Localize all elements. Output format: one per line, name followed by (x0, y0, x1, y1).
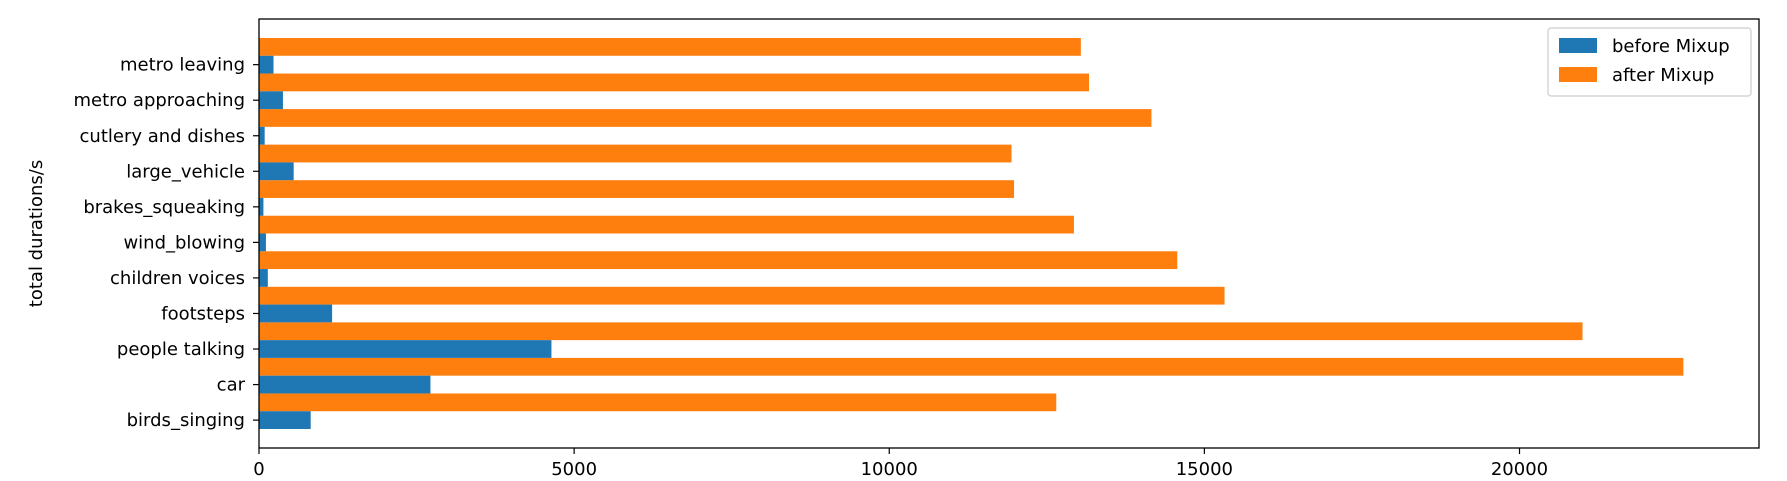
bar-before-mixup-people-talking (259, 340, 552, 358)
bar-after-mixup-people-talking (259, 322, 1583, 341)
plot-frame (258, 18, 1760, 449)
x-tick-label: 5000 (551, 459, 597, 480)
bar-after-mixup-brakes-squeaking (259, 180, 1015, 198)
bar-before-mixup-metro-leaving (259, 55, 274, 74)
legend-label: after Mixup (1612, 65, 1714, 86)
y-tick-label: metro approaching (74, 90, 245, 111)
bar-before-mixup-large-vehicle (259, 162, 294, 181)
y-tick-label: car (217, 375, 246, 396)
bar-after-mixup-metro-leaving (259, 38, 1081, 56)
bar-before-mixup-children-voices (259, 269, 268, 287)
bar-before-mixup-footsteps (259, 304, 333, 323)
y-tick-label: brakes_squeaking (83, 197, 245, 218)
y-tick-label: birds_singing (127, 410, 245, 431)
y-tick-label: footsteps (161, 303, 245, 324)
y-tick-label: wind_blowing (123, 232, 245, 253)
y-tick-label: people talking (117, 339, 245, 360)
legend-label: before Mixup (1612, 36, 1730, 57)
x-tick-label: 10000 (861, 459, 918, 480)
x-tick-label: 0 (253, 459, 264, 480)
bar-before-mixup-wind-blowing (259, 233, 266, 252)
legend-swatch (1559, 38, 1597, 53)
x-tick-label: 20000 (1491, 459, 1548, 480)
bar-before-mixup-car (259, 375, 431, 394)
bar-after-mixup-birds-singing (259, 393, 1057, 412)
bar-after-mixup-large-vehicle (259, 144, 1012, 163)
y-tick-label: cutlery and dishes (80, 126, 245, 147)
bar-before-mixup-brakes-squeaking (259, 197, 264, 216)
bar-after-mixup-car (259, 357, 1684, 376)
legend: before Mixup after Mixup (1547, 27, 1752, 97)
bar-before-mixup-metro-approaching (259, 91, 283, 110)
bar-after-mixup-cutlery-and-dishes (259, 109, 1152, 127)
legend-swatch (1559, 67, 1597, 82)
bar-before-mixup-cutlery-and-dishes (259, 126, 265, 145)
bars-group (259, 38, 1684, 429)
bar-after-mixup-footsteps (259, 286, 1225, 305)
y-tick-label: children voices (110, 268, 245, 289)
y-axis-ticks: birds_singing car people talking footsteps c… (74, 55, 259, 431)
y-axis-title: total durations/s (26, 160, 47, 307)
x-axis-ticks: 0 5000 10000 15000 20000 (253, 448, 1548, 480)
y-tick-label: large_vehicle (126, 161, 245, 182)
bar-after-mixup-metro-approaching (259, 73, 1090, 92)
bar-after-mixup-wind-blowing (259, 215, 1074, 234)
bar-after-mixup-children-voices (259, 251, 1178, 270)
bar-before-mixup-birds-singing (259, 411, 311, 429)
legend-box (1547, 27, 1752, 97)
y-tick-label: metro leaving (120, 55, 245, 76)
x-tick-label: 15000 (1176, 459, 1233, 480)
